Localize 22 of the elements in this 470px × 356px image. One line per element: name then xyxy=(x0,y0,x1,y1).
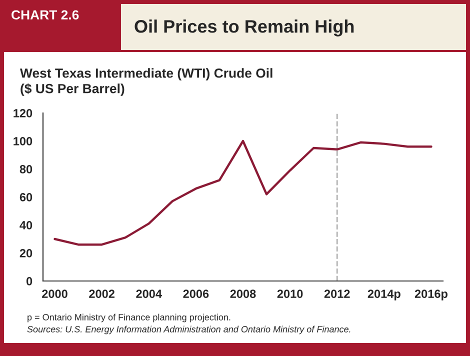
y-tick-label: 20 xyxy=(20,249,32,258)
x-tick-label: 2006 xyxy=(183,290,209,298)
chart-title: Oil Prices to Remain High xyxy=(134,20,354,36)
x-tick-label: 2002 xyxy=(89,290,114,298)
x-tick-label: 2016p xyxy=(414,290,448,300)
x-tick-label: 2012 xyxy=(324,290,350,298)
y-tick-label: 120 xyxy=(14,109,32,118)
x-tick-label: 2004 xyxy=(136,290,162,298)
caption: CHART 2.6 xyxy=(12,10,79,20)
line-series xyxy=(54,140,432,246)
x-tick-label: 2008 xyxy=(230,290,256,298)
x-tick-label: 2014p xyxy=(368,290,400,300)
source-note: Sources: U.S. Energy Information Administration and Ontario Ministry of Finance. xyxy=(27,326,350,334)
x-tick-label: 2010 xyxy=(277,290,303,298)
y-tick-label: 40 xyxy=(20,221,32,230)
chart-subtitle: West Texas Intermediate (WTI) Crude Oil ($ US Per Barrel) xyxy=(20,68,272,96)
y-tick-label: 100 xyxy=(14,137,32,146)
text: p = Ontario Ministry of Finance planning projection. xyxy=(28,314,230,322)
y-tick-label: 80 xyxy=(20,165,32,174)
x-tick-label: 2000 xyxy=(42,290,68,298)
y-tick-label: 0 xyxy=(26,277,32,286)
y-tick-label: 60 xyxy=(20,193,32,202)
